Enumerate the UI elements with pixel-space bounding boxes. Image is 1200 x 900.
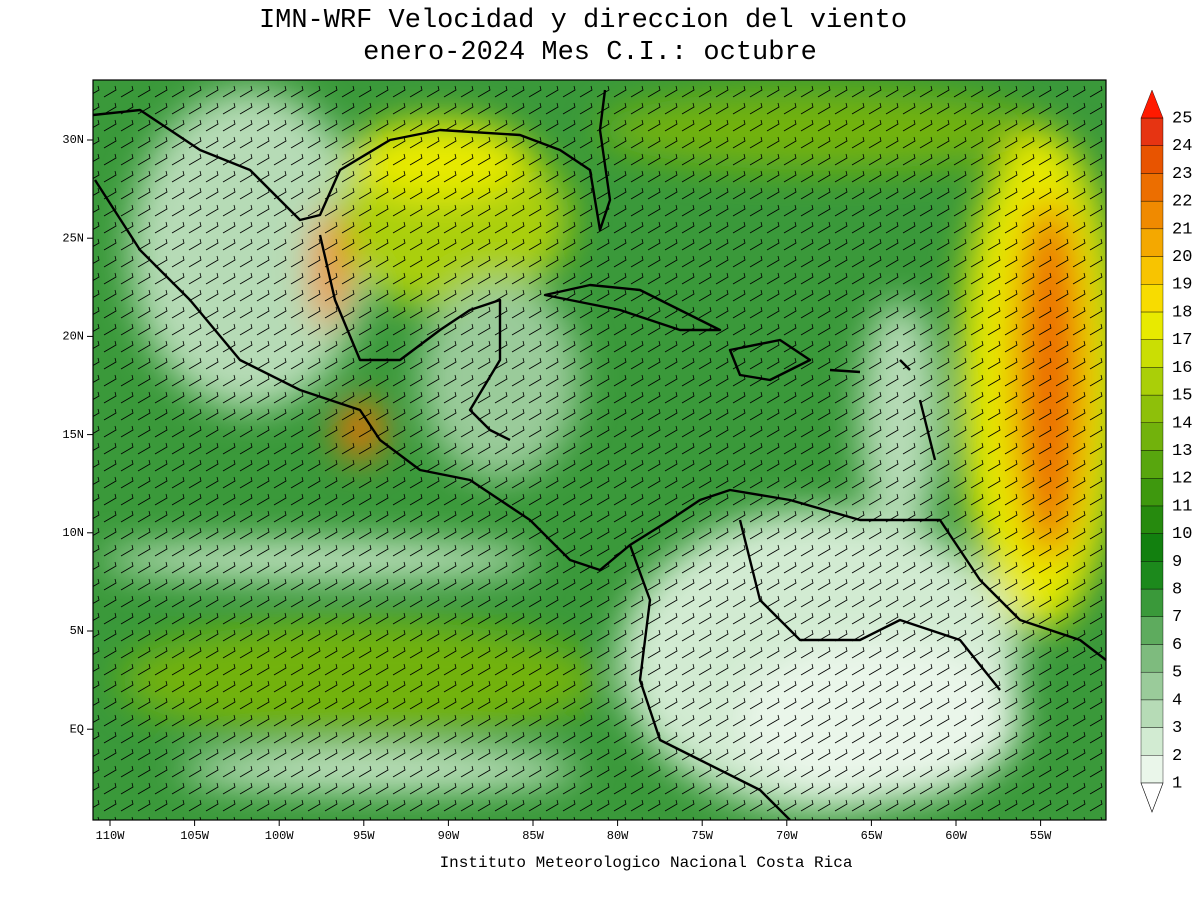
x-tick-label: 90W: [438, 829, 460, 843]
colorbar-swatch: [1140, 284, 1164, 313]
colorbar-swatch: [1140, 422, 1164, 451]
colorbar-swatch: [1140, 533, 1164, 562]
colorbar-over: [1140, 89, 1164, 119]
colorbar-label: 20: [1172, 248, 1192, 267]
colorbar-swatch: [1140, 671, 1164, 701]
colorbar-label: 24: [1172, 137, 1192, 156]
colorbar-label: 23: [1172, 165, 1192, 184]
colorbar-label: 14: [1172, 414, 1192, 433]
y-tick-label: 30N: [62, 133, 84, 147]
colorbar-label: 16: [1172, 359, 1192, 378]
colorbar-label: 19: [1172, 276, 1192, 295]
colorbar-label: 17: [1172, 331, 1192, 350]
colorbar-swatch: [1140, 200, 1164, 230]
colorbar-swatch: [1140, 228, 1164, 257]
y-tick-label: 10N: [62, 526, 84, 540]
colorbar-swatch: [1140, 478, 1164, 507]
colorbar-label: 22: [1172, 193, 1192, 212]
colorbar-label: 1: [1172, 774, 1182, 793]
x-tick-label: 55W: [1030, 829, 1052, 843]
colorbar-label: 12: [1172, 470, 1192, 489]
colorbar-label: 3: [1172, 719, 1182, 738]
title-line: enero-2024 Mes C.I.: octubre: [363, 38, 817, 68]
colorbar-swatch: [1140, 173, 1164, 202]
x-tick-label: 100W: [265, 829, 295, 843]
colorbar-swatch: [1140, 339, 1164, 368]
colorbar-label: 6: [1172, 636, 1182, 655]
x-tick-label: 75W: [691, 829, 713, 843]
colorbar-label: 4: [1172, 691, 1182, 710]
x-tick-label: 95W: [353, 829, 375, 843]
y-tick-label: 25N: [62, 231, 84, 245]
colorbar-label: 25: [1172, 109, 1192, 128]
x-tick-label: 85W: [522, 829, 544, 843]
colorbar-swatch: [1140, 145, 1164, 174]
colorbar-label: 9: [1172, 553, 1182, 572]
colorbar-swatch: [1140, 117, 1164, 146]
colorbar-swatch: [1140, 755, 1164, 784]
y-tick-label: 5N: [70, 624, 84, 638]
y-tick-label: EQ: [70, 722, 84, 736]
colorbar-label: 10: [1172, 525, 1192, 544]
footer: Instituto Meteorologico Nacional Costa R…: [440, 854, 853, 872]
colorbar-label: 15: [1172, 387, 1192, 406]
colorbar-label: 5: [1172, 664, 1182, 683]
colorbar-label: 8: [1172, 581, 1182, 600]
colorbar-label: 18: [1172, 303, 1192, 322]
colorbar-swatch: [1140, 644, 1164, 673]
x-tick-label: 110W: [96, 829, 126, 843]
x-tick-label: 80W: [607, 829, 629, 843]
colorbar-swatch: [1140, 616, 1164, 645]
colorbar-swatch: [1140, 727, 1164, 756]
x-tick-label: 105W: [180, 829, 210, 843]
title-line: IMN-WRF Velocidad y direccion del viento: [259, 6, 907, 36]
y-tick-label: 20N: [62, 330, 84, 344]
colorbar-swatch: [1140, 311, 1164, 340]
colorbar-label: 11: [1172, 497, 1192, 516]
colorbar-label: 21: [1172, 220, 1192, 239]
colorbar-swatch: [1140, 450, 1164, 479]
map-frame: [92, 79, 1107, 821]
wind-map: [93, 80, 1106, 820]
x-tick-label: 60W: [945, 829, 967, 843]
colorbar-swatch: [1140, 588, 1164, 617]
x-tick-label: 70W: [776, 829, 798, 843]
colorbar-swatch: [1140, 699, 1164, 728]
colorbar-under: [1140, 782, 1164, 813]
colorbar-swatch: [1140, 256, 1164, 285]
y-tick-label: 15N: [62, 428, 84, 442]
colorbar-swatch: [1140, 505, 1164, 534]
colorbar-swatch: [1140, 561, 1164, 590]
colorbar-label: 13: [1172, 442, 1192, 461]
colorbar-swatch: [1140, 394, 1164, 423]
colorbar-label: 7: [1172, 608, 1182, 627]
x-tick-label: 65W: [861, 829, 883, 843]
colorbar-swatch: [1140, 367, 1164, 396]
colorbar-label: 2: [1172, 747, 1182, 766]
